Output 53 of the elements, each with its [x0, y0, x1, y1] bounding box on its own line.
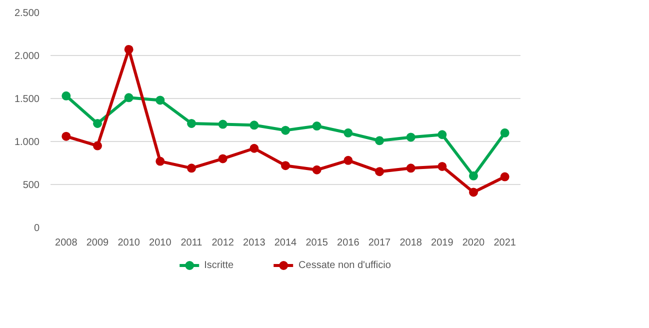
y-tick-label: 1.000	[14, 137, 40, 148]
point	[500, 128, 510, 138]
point	[250, 144, 259, 153]
point	[406, 132, 416, 142]
point	[438, 162, 447, 171]
x-tick-label: 2015	[306, 238, 328, 248]
y-tick-label: 500	[22, 180, 40, 191]
point	[218, 120, 228, 129]
point	[93, 118, 102, 128]
x-tick-label: 2009	[86, 238, 110, 248]
point	[281, 161, 290, 170]
point	[344, 156, 353, 165]
point	[375, 136, 384, 146]
y-tick-label: 1.500	[14, 94, 40, 105]
point	[156, 156, 165, 166]
point	[375, 167, 384, 176]
x-tick-label: 2016	[337, 238, 360, 248]
point	[406, 164, 416, 173]
point	[187, 118, 196, 128]
x-tick-label: 2019	[431, 238, 454, 248]
y-tick-label: 0	[34, 223, 40, 234]
point	[62, 91, 71, 100]
point	[312, 165, 322, 174]
point	[438, 130, 447, 140]
x-tick-label: 2012	[212, 238, 234, 248]
point	[62, 132, 71, 141]
x-tick-label: 2017	[368, 238, 392, 248]
x-tick-label: 2010	[149, 238, 172, 248]
x-tick-label: 2014	[274, 238, 298, 248]
point	[124, 44, 134, 54]
point	[469, 188, 478, 197]
x-tick-label: 2021	[494, 238, 516, 248]
point	[218, 154, 228, 164]
point	[500, 172, 510, 182]
point	[312, 122, 322, 131]
point	[344, 128, 353, 138]
x-tick-label: 2013	[243, 238, 266, 248]
y-tick-label: 2.500	[14, 8, 40, 19]
point	[124, 93, 134, 102]
x-tick-label: 2020	[462, 238, 486, 248]
point	[469, 171, 478, 180]
x-tick-label: 2010	[118, 238, 140, 248]
legend-label: Cessate non d'ufficio	[298, 260, 391, 270]
x-tick-label: 2008	[55, 238, 78, 248]
x-tick-label: 2011	[180, 238, 203, 248]
point	[93, 141, 102, 150]
point	[250, 120, 259, 130]
point	[281, 126, 290, 135]
point	[187, 164, 196, 173]
point	[156, 96, 165, 105]
legend-label: Iscritte	[204, 260, 234, 270]
y-tick-label: 2.000	[14, 51, 40, 62]
x-tick-label: 2018	[400, 238, 422, 248]
